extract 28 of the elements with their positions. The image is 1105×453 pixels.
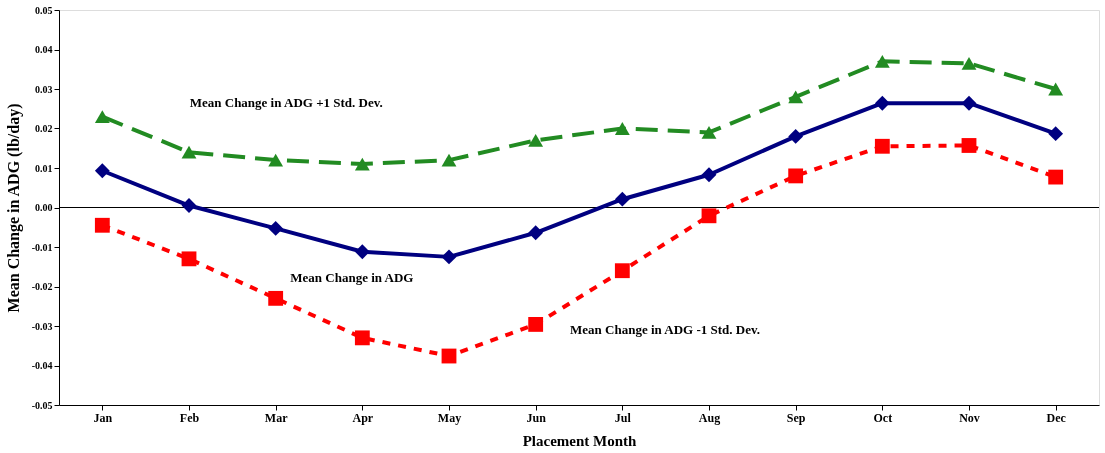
y-tick-label: 0.00 bbox=[35, 202, 53, 213]
annotation: Mean Change in ADG +1 Std. Dev. bbox=[189, 94, 383, 110]
x-tick-label: Nov bbox=[959, 410, 980, 425]
annotation: Mean Change in ADG bbox=[290, 270, 414, 286]
x-axis-title: Placement Month bbox=[522, 432, 638, 449]
x-tick-label: Mar bbox=[264, 410, 289, 425]
y-tick-label: 0.03 bbox=[35, 83, 53, 95]
x-tick-label: Jul bbox=[614, 410, 632, 425]
x-tick-label: Jun bbox=[526, 410, 547, 425]
x-tick-label: May bbox=[437, 410, 462, 425]
x-tick-label: Apr bbox=[352, 410, 374, 425]
x-tick-label: Jan bbox=[93, 410, 113, 425]
y-tick-label: -0.05 bbox=[31, 399, 53, 411]
x-tick-label: Sep bbox=[786, 410, 806, 425]
x-tick-label: Dec bbox=[1046, 410, 1067, 425]
annotation: Mean Change in ADG -1 Std. Dev. bbox=[570, 322, 760, 338]
y-tick-label: 0.02 bbox=[35, 123, 53, 134]
x-tick-label: Aug bbox=[698, 410, 721, 425]
y-tick-label: 0.01 bbox=[35, 162, 53, 174]
x-tick-label: Oct bbox=[873, 410, 893, 425]
y-tick-label: -0.01 bbox=[31, 241, 53, 253]
y-tick-label: -0.03 bbox=[31, 320, 53, 332]
y-tick-label: -0.02 bbox=[31, 281, 53, 292]
y-tick-label: 0.04 bbox=[35, 44, 53, 55]
y-axis-title: Mean Change in ADG (lb/day) bbox=[4, 103, 23, 313]
y-tick-label: 0.05 bbox=[35, 4, 53, 16]
y-tick-label: -0.04 bbox=[31, 360, 53, 371]
x-tick-label: Feb bbox=[179, 410, 200, 425]
